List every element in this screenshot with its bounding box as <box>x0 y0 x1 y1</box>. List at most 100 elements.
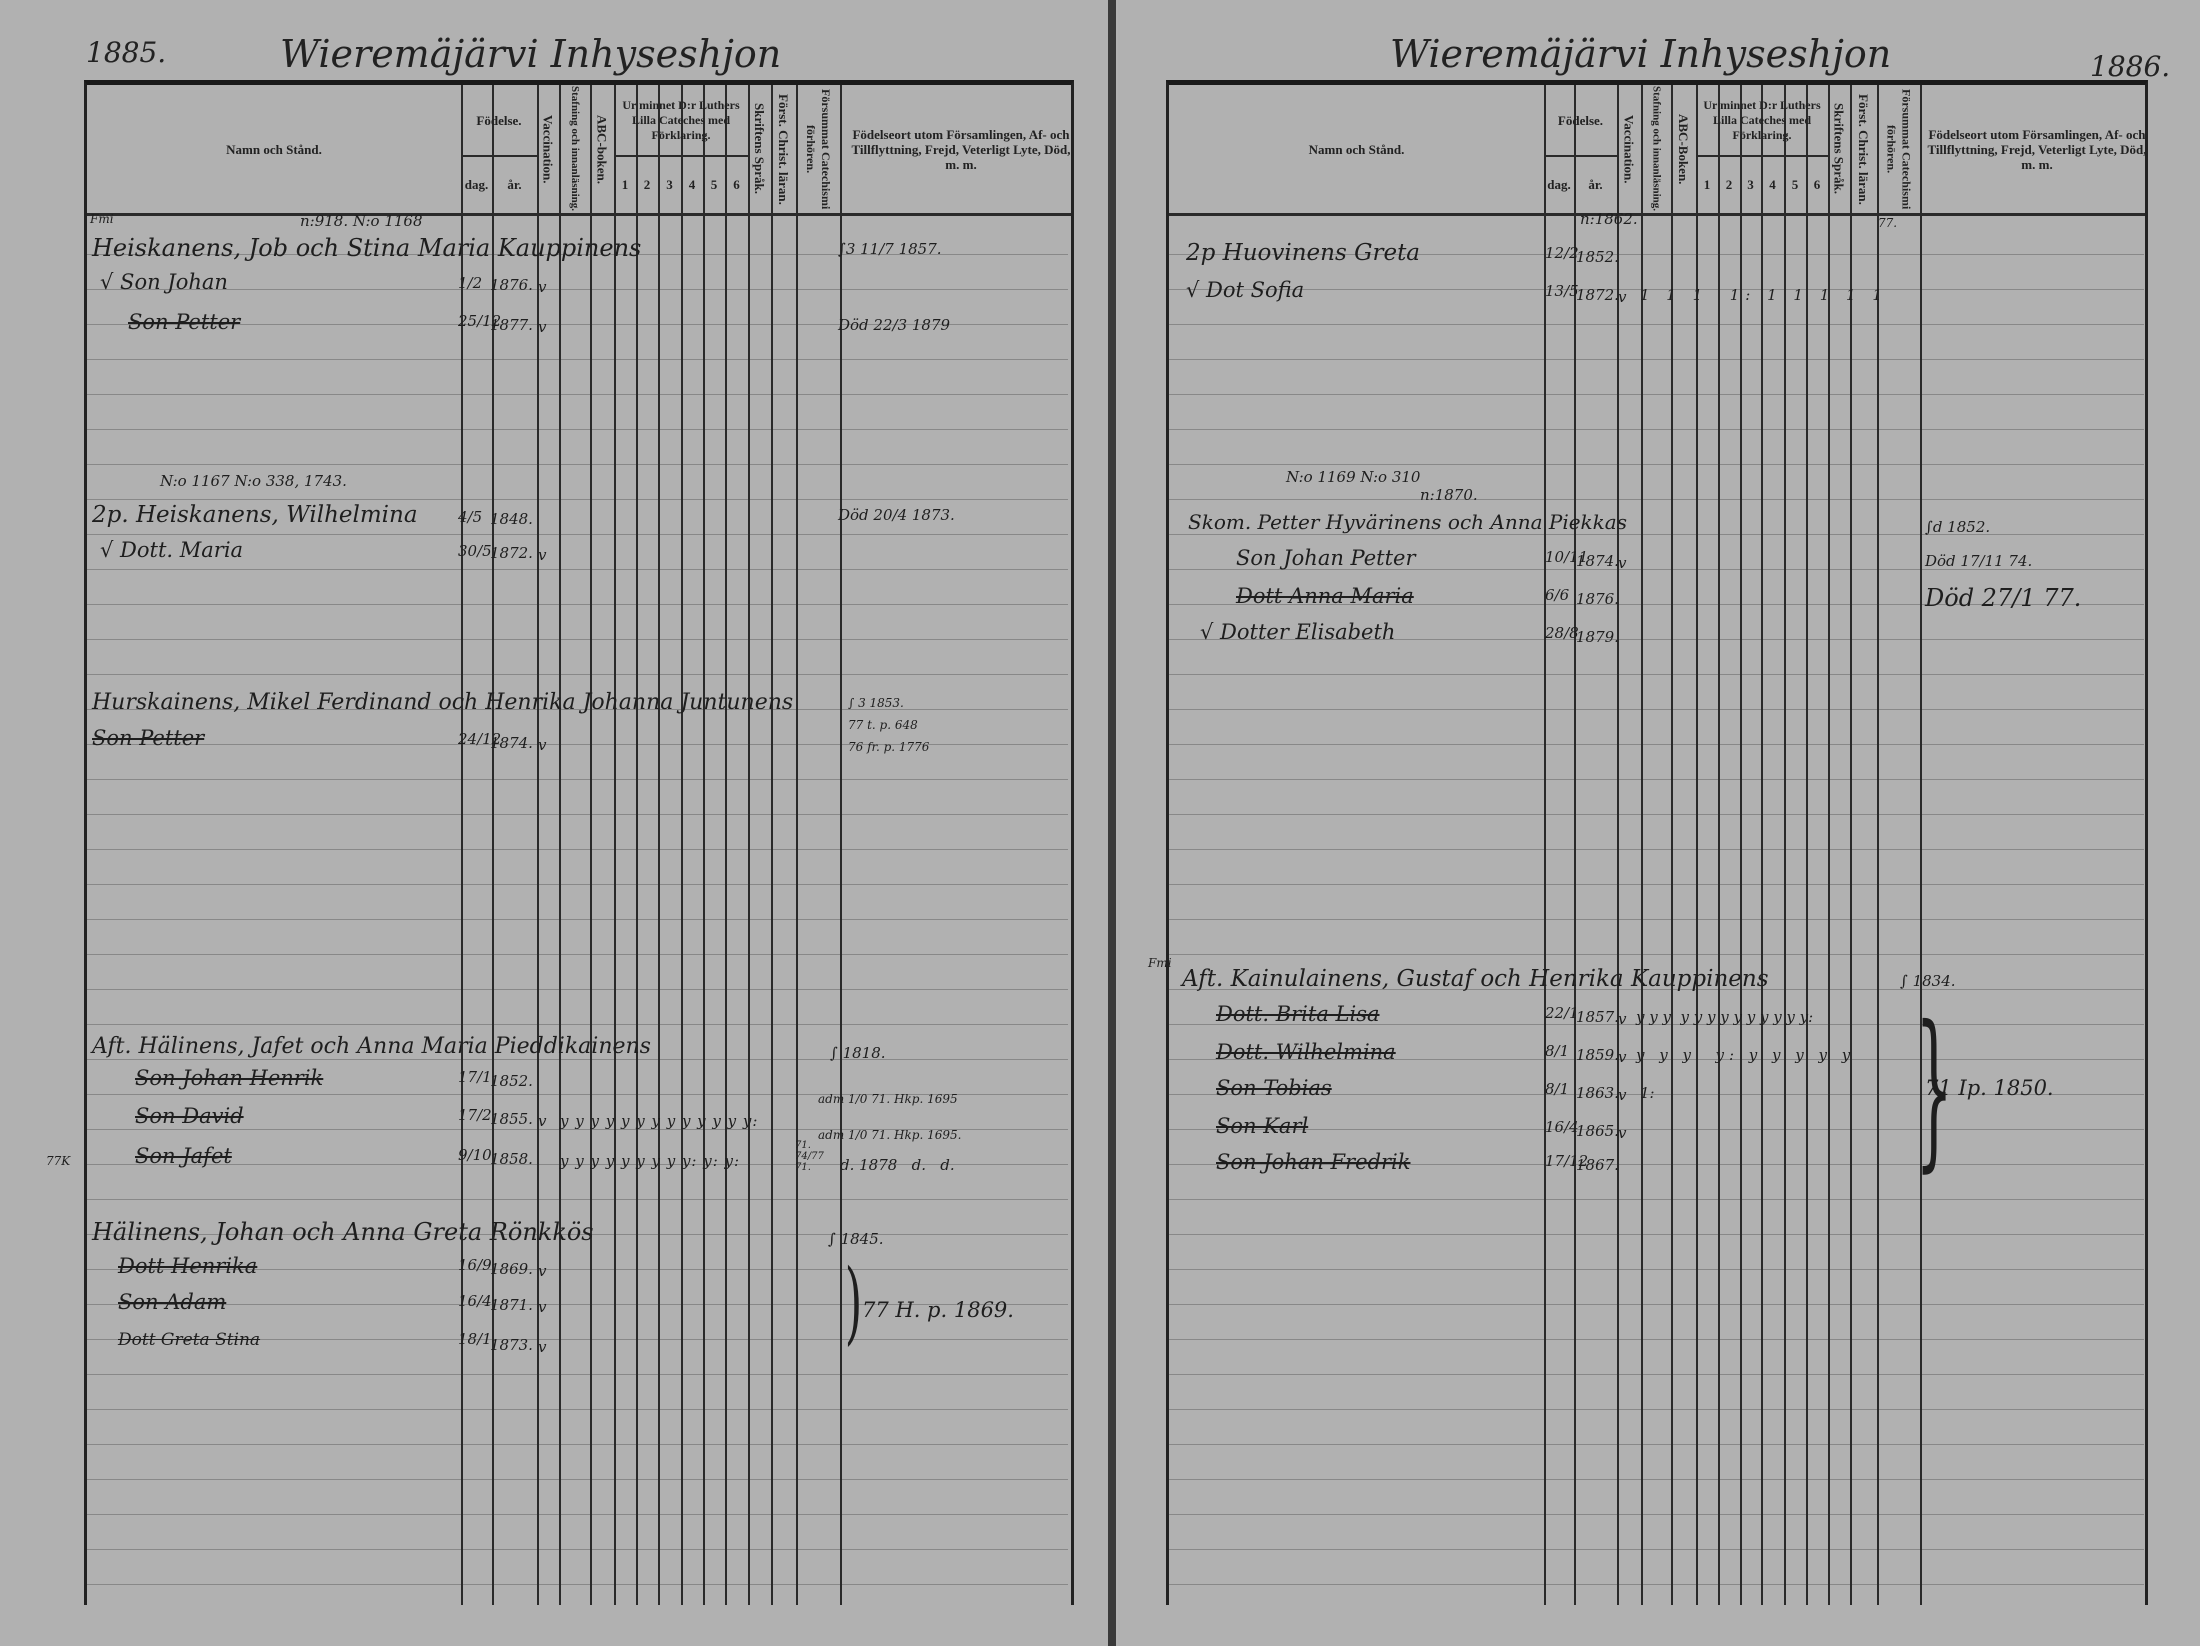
register-table-right: Namn och Stånd. Födelse. dag. år. Vaccinatio… <box>1166 80 2148 1605</box>
column-rule <box>1641 85 1643 1605</box>
book-spine <box>1108 0 1116 1646</box>
column-rule <box>492 85 494 1605</box>
column-rule <box>1920 85 1922 1605</box>
birth-year: 1855. <box>490 1110 533 1128</box>
column-header-name: Namn och Stånd. <box>1308 141 1405 157</box>
birth-year: 1877. <box>490 316 533 334</box>
column-header-remarks: Födelseort utom Församlingen, Af- och Ti… <box>851 126 1071 172</box>
birth-day: 17/1 <box>458 1068 492 1086</box>
birth-year: 1873. <box>490 1336 533 1354</box>
vaccination-mark: v <box>538 278 547 296</box>
column-header-year: år. <box>507 176 522 192</box>
member-name: Dott. Wilhelmina <box>1216 1040 1396 1064</box>
column-header-catechism-part: 1 <box>621 176 629 192</box>
column-header-catechism-part: 4 <box>1769 176 1776 192</box>
birth-year: 1852. <box>490 1072 533 1090</box>
column-header-scripture: Skriftens Språk. <box>1831 103 1847 195</box>
birth-day: 12/2 <box>1545 244 1579 262</box>
catechism-marks: y y y y y y y y y y y y y: <box>1636 1008 1814 1026</box>
column-rule <box>1740 85 1742 1605</box>
ruled-lines <box>85 220 1068 1606</box>
remark: Död 17/11 74. <box>1925 552 2033 570</box>
member-name: √ Son Johan <box>100 270 228 294</box>
column-header-year: år. <box>1588 176 1603 192</box>
birth-year: 1859. <box>1576 1046 1619 1064</box>
remark: 76 fr. p. 1776 <box>848 740 930 754</box>
birth-day: 28/8 <box>1545 624 1579 642</box>
birth-day: 16/4 <box>458 1292 492 1310</box>
record-reference: n:1870. <box>1420 486 1478 504</box>
page-year: 1885. <box>86 36 167 69</box>
column-rule <box>1784 85 1786 1605</box>
vaccination-mark: v <box>538 546 547 564</box>
birth-year: 1857. <box>1576 1008 1619 1026</box>
column-rule <box>1696 85 1698 1605</box>
column-header-christian-doctrine: Först. Christ. läran. <box>1856 93 1871 205</box>
birth-day: 17/2 <box>458 1106 492 1124</box>
member-name: Dott Anna Maria <box>1236 584 1414 608</box>
column-header-catechism-part: 5 <box>1791 176 1799 192</box>
header-subrule <box>1544 155 1617 157</box>
member-name: Son David <box>135 1104 244 1128</box>
remark: 77 t. p. 648 <box>848 718 918 732</box>
vaccination-mark: v <box>538 1298 547 1316</box>
remark: ∫ 3 1853. <box>848 696 904 710</box>
column-rule <box>1761 85 1763 1605</box>
column-header-catechism-part: 3 <box>666 176 673 192</box>
missed-examination: 71. 74/77 71. <box>795 1140 824 1173</box>
record-reference: N:o 1169 N:o 310 <box>1286 468 1421 486</box>
birth-year: 1872. <box>1576 286 1619 304</box>
column-rule <box>537 85 539 1605</box>
column-rule <box>703 85 705 1605</box>
margin-note: 77K <box>46 1154 71 1168</box>
bracket-icon: ) <box>844 1250 863 1355</box>
catechism-marks: y y y y: y y y y y <box>1636 1046 1856 1064</box>
column-rule <box>840 85 842 1605</box>
column-header-catechism-part: 2 <box>643 176 651 192</box>
column-rule <box>1671 85 1673 1605</box>
birth-year: 1869. <box>490 1260 533 1278</box>
column-header-reading: Stafning och innanläsning. <box>1650 86 1663 212</box>
vaccination-mark: v <box>538 1262 547 1280</box>
household-head: Heiskanens, Job och Stina Maria Kauppine… <box>92 234 642 262</box>
vaccination-mark: v <box>538 318 547 336</box>
birth-year: 1867. <box>1576 1156 1619 1174</box>
vaccination-mark: v <box>1618 1086 1627 1104</box>
remark: ∫3 11/7 1857. <box>838 240 942 258</box>
column-header-catechism-part: 4 <box>688 176 696 192</box>
column-header-catechism-part: 3 <box>1747 176 1754 192</box>
remark: 71 Ip. 1850. <box>1925 1076 2054 1100</box>
page-title: Wieremäjärvi Inhyseshjon <box>280 32 782 76</box>
page-year: 1886. <box>2090 50 2171 83</box>
column-rule <box>1877 85 1879 1605</box>
column-rule <box>559 85 561 1605</box>
column-header-reading: Stafning och innanläsning. <box>569 86 581 212</box>
remark: ∫ 1845. <box>828 1230 884 1248</box>
column-rule <box>748 85 750 1605</box>
birth-day: 18/1 <box>458 1330 492 1348</box>
column-rule <box>1806 85 1808 1605</box>
birth-day: 4/5 <box>458 508 483 526</box>
household-head: 2p Huovinens Greta <box>1186 240 1421 266</box>
remark: Död 22/3 1879 <box>838 316 951 334</box>
column-header-catechism: Ur minnet D:r Luthers Lilla Cateches med… <box>1703 97 1821 142</box>
column-header-catechism-part: 6 <box>733 176 740 192</box>
vaccination-mark: v <box>1618 1010 1627 1028</box>
birth-day: 8/1 <box>1545 1042 1570 1060</box>
member-name: Dott. Brita Lisa <box>1216 1002 1380 1026</box>
birth-day: 6/6 <box>1545 586 1570 604</box>
member-name: Son Karl <box>1216 1114 1309 1138</box>
column-header-christian-doctrine: Först. Christ. läran. <box>776 93 791 205</box>
member-name: √ Dot Sofia <box>1186 278 1305 302</box>
column-header-day: dag. <box>1547 176 1571 192</box>
household-head: Aft. Hälinens, Jafet och Anna Maria Pied… <box>92 1034 651 1059</box>
birth-year: 1874. <box>490 734 533 752</box>
birth-year: 1858. <box>490 1150 533 1168</box>
remark: Död 20/4 1873. <box>838 506 955 524</box>
birth-day: 25/12 <box>458 312 502 330</box>
margin-note: Fmi <box>90 212 114 226</box>
vaccination-mark: v <box>1618 1048 1627 1066</box>
birth-day: 17/12 <box>1545 1152 1589 1170</box>
member-name: √ Dott. Maria <box>100 538 244 562</box>
member-name: Son Johan Petter <box>1236 546 1416 570</box>
